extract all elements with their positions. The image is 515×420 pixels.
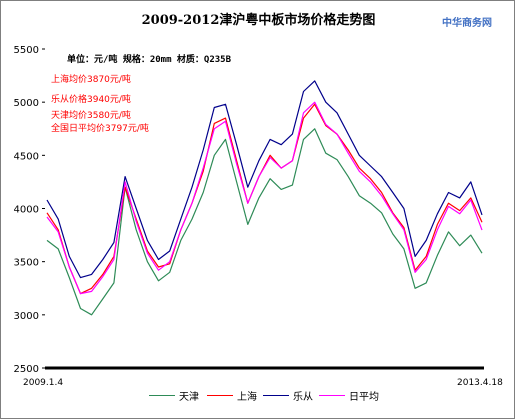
x-axis: 2009.1.4 2013.4.18 xyxy=(23,366,503,388)
legend-item-tianjin: 天津 xyxy=(149,387,199,403)
legend-label-lecong: 乐从 xyxy=(293,391,313,403)
y-tick-label: 5000 xyxy=(14,98,39,109)
annotation-shanghai: 上海均价3870元/吨 xyxy=(51,73,131,85)
y-axis: 2500 3000 3500 4000 4500 5000 5500 xyxy=(14,45,45,375)
legend: 天津 上海 乐从 日平均 xyxy=(1,387,515,403)
y-tick-label: 2500 xyxy=(14,364,39,375)
series-line-0 xyxy=(46,128,483,316)
series-line-3 xyxy=(46,101,483,295)
y-tick-label: 3500 xyxy=(14,258,39,269)
y-tick-label: 4000 xyxy=(14,205,39,216)
x-start-label: 2009.1.4 xyxy=(23,378,63,388)
x-end-label: 2013.4.18 xyxy=(457,378,503,388)
series-line-2 xyxy=(46,80,483,279)
legend-label-tianjin: 天津 xyxy=(179,391,199,403)
legend-label-shanghai: 上海 xyxy=(237,391,257,403)
legend-item-lecong: 乐从 xyxy=(263,387,313,403)
series-group xyxy=(46,80,483,316)
source-label: 中华商务网 xyxy=(442,18,492,29)
annotations: 上海均价3870元/吨 乐从价格3940元/吨 天津均价3580元/吨 全国日平… xyxy=(51,73,149,134)
chart-title: 2009-2012津沪粤中板市场价格走势图 xyxy=(141,13,376,28)
y-tick-label: 5500 xyxy=(14,45,39,56)
legend-item-daily-average: 日平均 xyxy=(319,387,379,403)
legend-item-shanghai: 上海 xyxy=(207,387,257,403)
annotation-tianjin: 天津均价3580元/吨 xyxy=(51,109,131,121)
legend-label-daily-average: 日平均 xyxy=(349,391,379,403)
unit-spec-line: 单位：元/吨 规格：20mm 材质：Q235B xyxy=(67,53,232,65)
y-tick-label: 4500 xyxy=(14,151,39,162)
legend-swatch-daily-average xyxy=(319,394,345,396)
legend-swatch-tianjin xyxy=(149,394,175,396)
legend-swatch-shanghai xyxy=(207,394,233,396)
annotation-national-average: 全国日平均价3797元/吨 xyxy=(51,122,149,134)
annotation-lecong: 乐从价格3940元/吨 xyxy=(51,93,131,105)
y-tick-label: 3000 xyxy=(14,311,39,322)
legend-swatch-lecong xyxy=(263,394,289,396)
